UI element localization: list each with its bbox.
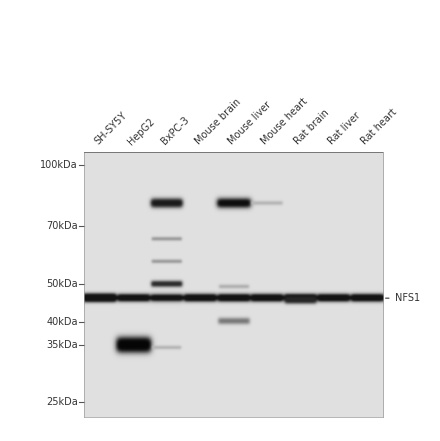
Text: SH-SY5Y: SH-SY5Y bbox=[93, 111, 129, 147]
Text: 35kDa: 35kDa bbox=[46, 340, 77, 350]
Text: HepG2: HepG2 bbox=[126, 116, 157, 147]
Text: Rat brain: Rat brain bbox=[293, 108, 331, 147]
Text: NFS1: NFS1 bbox=[395, 293, 420, 303]
Text: 40kDa: 40kDa bbox=[46, 317, 77, 327]
Text: Mouse brain: Mouse brain bbox=[193, 97, 242, 147]
Text: Rat heart: Rat heart bbox=[359, 108, 399, 147]
Text: 25kDa: 25kDa bbox=[46, 397, 77, 407]
Text: BxPC-3: BxPC-3 bbox=[160, 115, 191, 147]
Text: Rat liver: Rat liver bbox=[326, 111, 362, 147]
Text: Mouse heart: Mouse heart bbox=[259, 97, 310, 147]
Text: 100kDa: 100kDa bbox=[40, 161, 77, 170]
Text: 70kDa: 70kDa bbox=[46, 221, 77, 232]
Text: 50kDa: 50kDa bbox=[46, 279, 77, 289]
Text: Mouse liver: Mouse liver bbox=[226, 100, 273, 147]
